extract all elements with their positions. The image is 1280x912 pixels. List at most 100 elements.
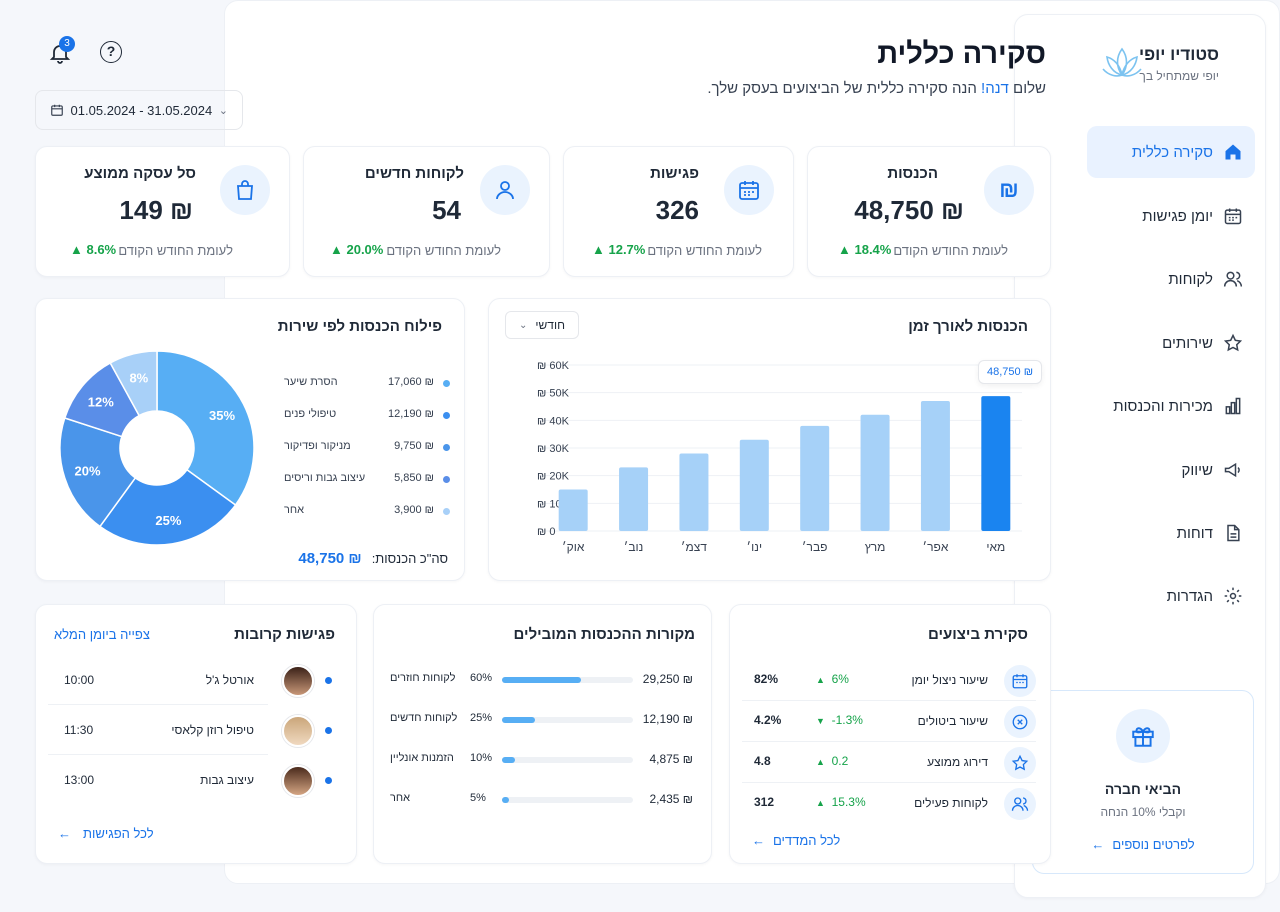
- perf-change: ▲ 6%: [816, 672, 849, 686]
- source-bar: [502, 757, 633, 763]
- chart-tooltip: 48,750 ₪: [978, 360, 1043, 384]
- pie-total-label: סה"כ הכנסות:: [371, 551, 448, 566]
- x-tick-label: אוק׳: [562, 540, 585, 554]
- x-circle-icon: [1004, 706, 1036, 738]
- all-appointments-link[interactable]: ← לכל הפגישות: [58, 826, 154, 841]
- source-bar: [502, 717, 633, 723]
- all-metrics-link[interactable]: ← לכל המדדים: [752, 833, 840, 848]
- pie-legend-item: 12,190 ₪ טיפולי פנים: [284, 408, 450, 424]
- arrow-up-icon: ▲: [816, 675, 825, 685]
- legend-value: 12,190 ₪: [387, 408, 434, 420]
- performance-row: שיעור ניצול יומן ▲ 6% 82%: [742, 661, 1036, 701]
- y-tick-label: 30K ₪: [537, 443, 570, 455]
- x-tick-label: פבר׳: [802, 540, 828, 554]
- calendar-icon: [1224, 208, 1242, 225]
- source-row: 12,190 ₪ 25% לקוחות חדשים: [390, 710, 693, 732]
- divider: [742, 741, 1036, 742]
- help-icon[interactable]: ?: [100, 41, 122, 63]
- perf-change-value: 6%: [831, 672, 849, 686]
- appointment-row[interactable]: אורטל ג'ל 10:00: [48, 657, 338, 705]
- chevron-down-icon: ⌄: [519, 319, 528, 331]
- page-title: סקירה כללית: [877, 38, 1046, 70]
- performance-row: לקוחות פעילים ▲ 15.3% 312: [742, 784, 1036, 824]
- bar[interactable]: [619, 467, 649, 531]
- bar[interactable]: [739, 439, 769, 531]
- pie-slice[interactable]: [59, 417, 137, 528]
- divider: [48, 704, 268, 705]
- period-select[interactable]: חודשי ⌄: [505, 311, 579, 339]
- source-value: 2,435 ₪: [649, 792, 693, 806]
- kpi-value: 149 ₪: [119, 195, 193, 225]
- appointment-time: 13:00: [64, 773, 95, 787]
- date-range-picker[interactable]: 01.05.2024 - 31.05.2024 ⌄: [35, 90, 243, 130]
- period-value: חודשי: [535, 318, 565, 332]
- bar[interactable]: [800, 425, 830, 531]
- nav-item-services[interactable]: שירותים: [1087, 317, 1255, 369]
- revenue-pie-card: פילוח הכנסות לפי שירות 35% 25% 20% 12% 8% 17…: [35, 298, 465, 581]
- performance-title: סקירת ביצועים: [927, 626, 1028, 643]
- pie-slice-label: 8%: [129, 370, 148, 385]
- pie-slice[interactable]: [109, 350, 158, 417]
- performance-row: דירוג ממוצע ▲ 0.2 4.8: [742, 743, 1036, 783]
- nav-item-overview[interactable]: סקירה כללית: [1087, 126, 1255, 178]
- brand: סטודיו יופי יופי שמתחיל בך: [1139, 45, 1219, 83]
- kpi-label: פגישות: [650, 165, 699, 182]
- appointment-name: טיפול רוזן קלאסי: [171, 723, 254, 737]
- legend-name: מניקור ופדיקור: [284, 440, 351, 452]
- nav-item-sales[interactable]: מכירות והכנסות: [1087, 380, 1255, 432]
- perf-change-value: 0.2: [831, 754, 849, 768]
- nav-item-clients[interactable]: לקוחות: [1087, 253, 1255, 305]
- brand-name: סטודיו יופי: [1138, 45, 1219, 64]
- bar[interactable]: [860, 414, 890, 531]
- pie-slice[interactable]: [98, 468, 237, 546]
- source-pct: 25%: [470, 712, 493, 724]
- pie-slice[interactable]: [156, 350, 255, 507]
- pie-legend-item: 5,850 ₪ עיצוב גבות וריסים: [284, 472, 450, 488]
- divider: [48, 754, 268, 755]
- nav-label: יומן פגישות: [1142, 207, 1213, 225]
- kpi-card-new-clients: לקוחות חדשים 54 לעומת החודש הקודם ▲ 20.0…: [303, 146, 550, 277]
- appointments-title: פגישות קרובות: [234, 626, 335, 643]
- nav-item-calendar[interactable]: יומן פגישות: [1087, 190, 1255, 242]
- bar-chart-icon: [1225, 397, 1241, 415]
- perf-change-value: -1.3%: [831, 713, 863, 727]
- status-dot: [325, 727, 332, 734]
- view-calendar-link[interactable]: צפייה ביומן המלא: [54, 627, 150, 642]
- bar[interactable]: [920, 400, 950, 531]
- perf-label: לקוחות פעילים: [914, 796, 988, 810]
- kpi-change: ▲ 12.7%: [592, 242, 645, 257]
- bar[interactable]: [981, 396, 1011, 531]
- source-value: 29,250 ₪: [642, 672, 693, 686]
- legend-dot: [443, 508, 450, 515]
- gift-icon: [1116, 709, 1170, 763]
- all-metrics-label: לכל המדדים: [773, 833, 841, 848]
- perf-value: 312: [754, 795, 775, 809]
- status-dot: [325, 777, 332, 784]
- bar[interactable]: [679, 453, 709, 531]
- bar[interactable]: [558, 489, 588, 532]
- source-label: לקוחות חוזרים: [390, 672, 456, 684]
- nav-label: סקירה כללית: [1131, 143, 1213, 161]
- notifications-button[interactable]: 3: [44, 36, 75, 66]
- kpi-value: 54: [432, 195, 461, 225]
- nav-item-reports[interactable]: דוחות: [1087, 507, 1255, 559]
- nav-item-marketing[interactable]: שיווק: [1087, 444, 1255, 496]
- appointment-row[interactable]: טיפול רוזן קלאסי 11:30: [48, 707, 338, 755]
- source-row: 2,435 ₪ 5% אחר: [390, 790, 693, 812]
- source-pct: 10%: [470, 752, 493, 764]
- revenue-pie-chart: 35% 25% 20% 12% 8%: [59, 350, 255, 546]
- nav-item-settings[interactable]: הגדרות: [1087, 570, 1255, 622]
- kpi-foot: לעומת החודש הקודם: [118, 243, 233, 258]
- nav-label: דוחות: [1176, 524, 1213, 542]
- x-tick-label: נוב׳: [624, 540, 644, 554]
- source-label: הזמנות אונליין: [390, 752, 454, 764]
- appointment-row[interactable]: עיצוב גבות 13:00: [48, 757, 338, 805]
- promo-link[interactable]: לפרטים נוספים ←: [1033, 837, 1253, 852]
- appointments-card: פגישות קרובות צפייה ביומן המלא אורטל ג'ל…: [35, 604, 357, 864]
- kpi-label: לקוחות חדשים: [364, 165, 464, 182]
- source-pct: 5%: [470, 792, 486, 804]
- perf-value: 82%: [754, 672, 779, 686]
- arrow-left-icon: ←: [752, 833, 765, 848]
- avatar: [282, 765, 314, 797]
- calendar-icon: [51, 104, 63, 116]
